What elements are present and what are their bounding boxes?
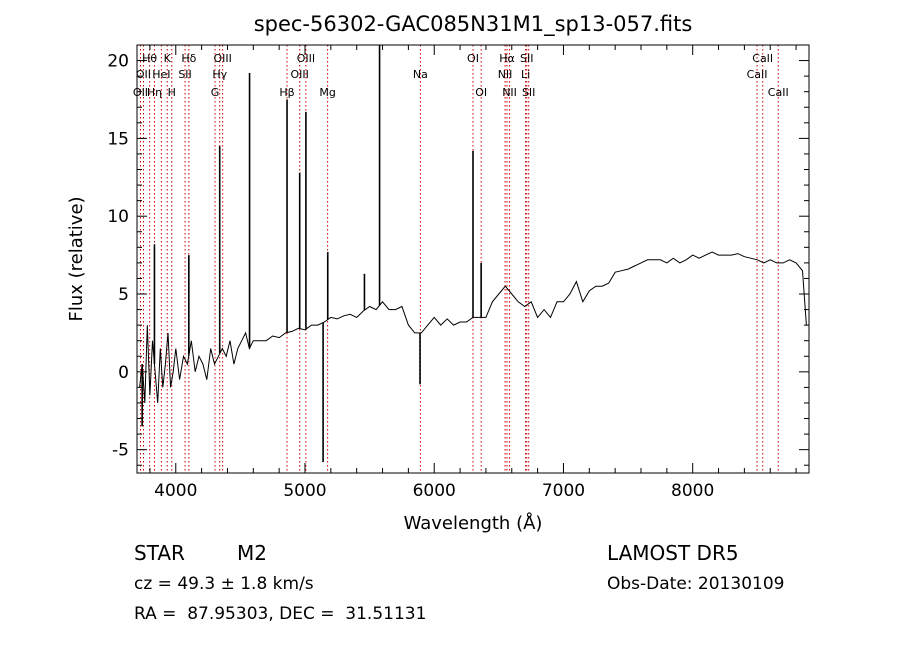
line-marker-label: SII [522,86,535,99]
line-marker-label: NII [498,68,513,81]
line-marker-label: Li [521,68,530,81]
plot-frame [136,44,810,474]
line-marker-label: OI [475,86,487,99]
line-marker-label: SII [520,52,533,65]
x-tick-label: 7000 [542,481,585,501]
y-tick-label: 0 [118,363,129,383]
x-tick-label: 6000 [413,481,456,501]
x-tick-label: 8000 [671,481,714,501]
line-marker-label: H [168,86,176,99]
line-marker-label: Hβ [279,86,294,99]
line-marker-label: Hγ [212,68,227,81]
spectrum-series [139,45,807,463]
line-marker-label: OIII [213,52,231,65]
line-marker-label: Hα [499,52,515,65]
line-marker-label: Hθ [142,52,157,65]
y-tick-label: 10 [107,207,129,227]
x-axis-ticks: 4000 5000 6000 7000 8000 [149,45,797,501]
line-marker-label: Hη [147,86,162,99]
line-marker-label: HeI [152,68,170,81]
y-axis-label: Flux (relative) [66,196,87,321]
line-marker-label: OIII [297,52,315,65]
line-marker-label: Mg [319,86,335,99]
line-marker-label: CaII [752,52,773,65]
line-marker-label: OIII [291,68,309,81]
y-axis-ticks: -5 0 5 10 15 20 [107,44,809,466]
line-marker-label: OII [136,68,151,81]
survey-name: LAMOST DR5 [607,541,739,565]
redshift-velocity: cz = 49.3 ± 1.8 km/s [134,574,314,594]
line-marker-label: SII [178,68,191,81]
spectrum-line [139,251,807,404]
line-marker-label: CaII [747,68,768,81]
y-tick-label: 20 [107,52,129,72]
line-marker-label: K [164,52,172,65]
line-marker-label: NII [502,86,517,99]
x-tick-label: 4000 [154,481,197,501]
object-subclass: M2 [237,541,267,565]
observation-date: Obs-Date: 20130109 [607,574,785,594]
line-marker-labels: OIIOIIHθHηHeIKHSIIHδGHγOIIIHβOIIIOIIIMgN… [133,52,789,99]
line-marker-label: OII [133,86,148,99]
line-marker-label: G [211,86,220,99]
line-markers [139,45,779,473]
chart-title: spec-56302-GAC085N31M1_sp13-057.fits [254,12,693,37]
sky-coordinates: RA = 87.95303, DEC = 31.51131 [134,604,427,624]
x-axis-label: Wavelength (Å) [404,512,543,534]
y-tick-label: 5 [118,285,129,305]
y-tick-label: -5 [112,441,129,461]
line-marker-label: Na [413,68,428,81]
line-marker-label: CaII [768,86,789,99]
y-tick-label: 15 [107,129,129,149]
x-tick-label: 5000 [283,481,326,501]
line-marker-label: Hδ [181,52,196,65]
object-class: STAR [134,541,185,565]
line-marker-label: OI [467,52,479,65]
